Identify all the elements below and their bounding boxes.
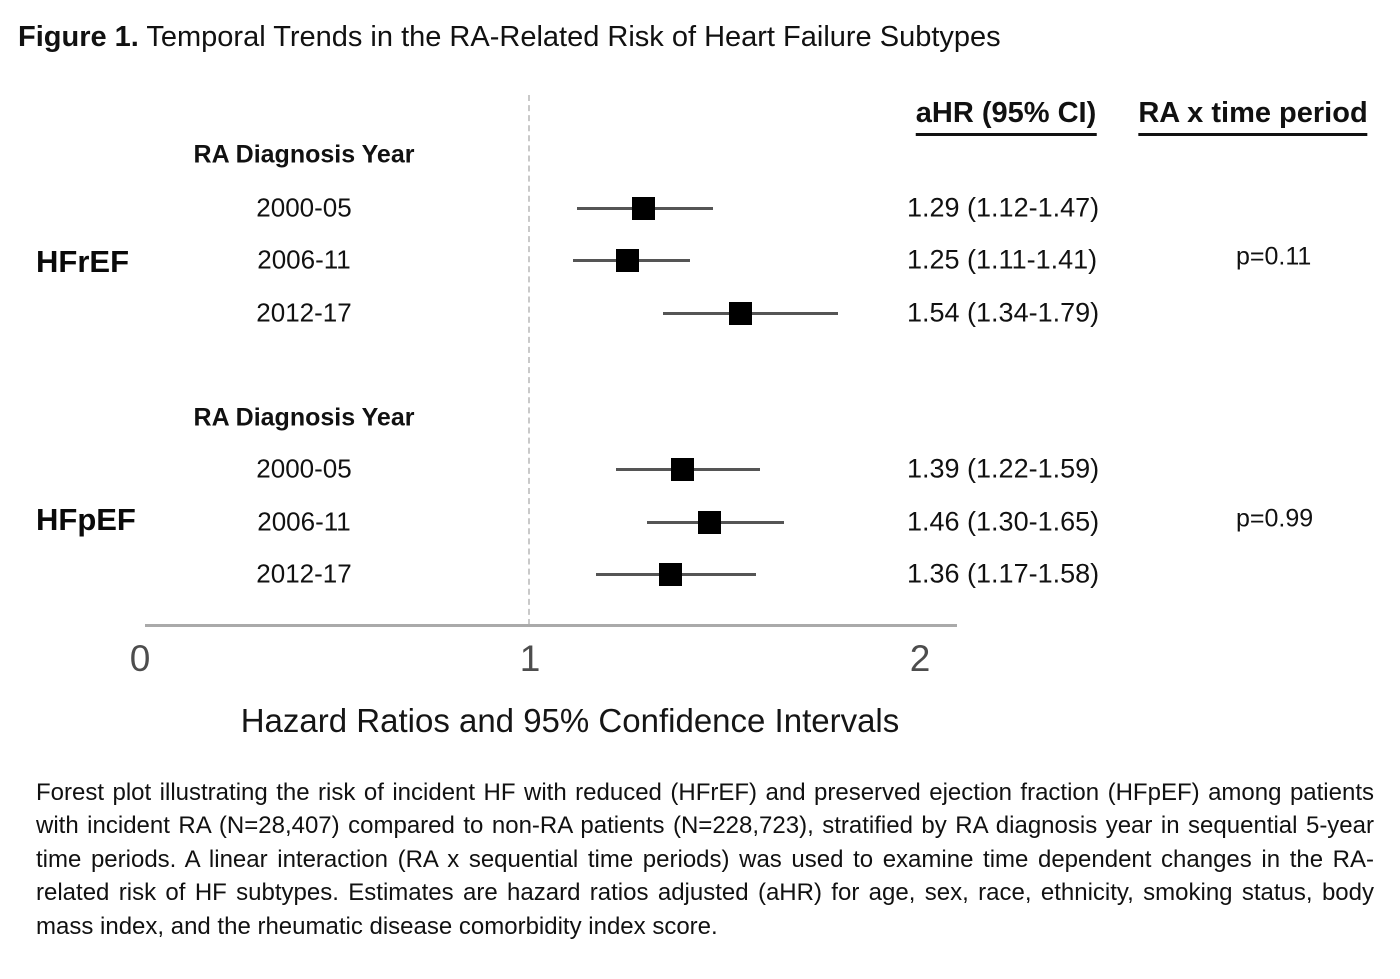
row-header-ra-diagnosis-year: RA Diagnosis Year xyxy=(193,403,415,432)
interaction-p-value-hfref: p=0.11 xyxy=(1236,242,1312,271)
ahr-value-label: 1.46 (1.30-1.65) xyxy=(907,506,1100,537)
period-label: 2012-17 xyxy=(256,558,352,589)
ahr-value-label: 1.29 (1.12-1.47) xyxy=(907,192,1100,223)
period-label: 2006-11 xyxy=(257,506,351,537)
interaction-p-value-hfpef: p=0.99 xyxy=(1236,504,1314,533)
period-label: 2000-05 xyxy=(256,453,352,484)
ahr-value-label: 1.54 (1.34-1.79) xyxy=(907,297,1100,328)
reference-line-hr1 xyxy=(528,95,530,625)
row-header-ra-diagnosis-year: RA Diagnosis Year xyxy=(193,140,415,169)
ahr-value-label: 1.36 (1.17-1.58) xyxy=(907,558,1100,589)
x-axis-title: Hazard Ratios and 95% Confidence Interva… xyxy=(240,702,900,739)
group-label-hfref: HFrEF xyxy=(36,244,129,279)
ahr-value-label: 1.39 (1.22-1.59) xyxy=(907,453,1100,484)
point-estimate-marker xyxy=(729,301,753,325)
period-label: 2012-17 xyxy=(256,297,352,328)
x-axis-line xyxy=(145,624,957,627)
point-estimate-marker xyxy=(658,562,682,586)
x-tick-label-1: 1 xyxy=(519,638,541,679)
group-label-hfpef: HFpEF xyxy=(36,502,136,537)
column-header-ahr: aHR (95% CI) xyxy=(915,97,1097,136)
figure-caption: Forest plot illustrating the risk of inc… xyxy=(36,779,1374,940)
figure-label: Figure 1. xyxy=(18,21,139,53)
x-tick-label-2: 2 xyxy=(909,638,931,679)
figure-title-text: Temporal Trends in the RA-Related Risk o… xyxy=(138,21,1001,53)
ahr-value-label: 1.25 (1.11-1.41) xyxy=(907,244,1098,275)
point-estimate-marker xyxy=(670,457,694,481)
figure-title: Figure 1. Temporal Trends in the RA-Rela… xyxy=(18,20,1001,54)
point-estimate-marker xyxy=(697,510,721,534)
period-label: 2000-05 xyxy=(256,192,352,223)
point-estimate-marker xyxy=(616,248,639,272)
period-label: 2006-11 xyxy=(257,244,351,275)
point-estimate-marker xyxy=(631,196,655,220)
x-tick-label-0: 0 xyxy=(129,638,151,679)
column-header-interaction: RA x time period xyxy=(1138,97,1368,136)
